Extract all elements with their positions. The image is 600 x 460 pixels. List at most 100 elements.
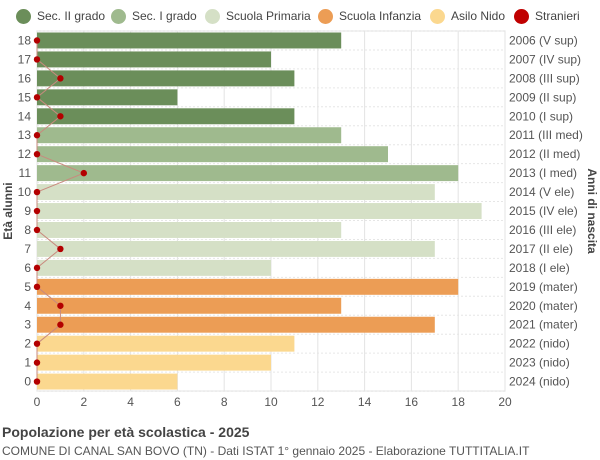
y-tick-label-age: 10 bbox=[18, 185, 32, 199]
y-tick-label-age: 8 bbox=[24, 223, 31, 237]
bar bbox=[37, 297, 342, 314]
y-tick-label-year: 2018 (I ele) bbox=[509, 261, 570, 275]
x-tick-label: 2 bbox=[80, 395, 87, 409]
stranieri-point bbox=[33, 132, 41, 139]
legend-item-scuola-primaria: Scuola Primaria bbox=[205, 6, 311, 26]
legend-swatch bbox=[318, 8, 333, 24]
stranieri-point bbox=[33, 226, 41, 234]
x-tick-label: 14 bbox=[358, 395, 372, 409]
bar bbox=[37, 373, 178, 390]
bar bbox=[37, 278, 459, 295]
legend-item-scuola-infanzia: Scuola Infanzia bbox=[318, 6, 421, 26]
bar bbox=[37, 165, 459, 182]
stranieri-point bbox=[57, 321, 64, 328]
y-tick-label-age: 7 bbox=[24, 242, 31, 256]
legend-swatch bbox=[205, 8, 220, 24]
stranieri-point bbox=[80, 169, 88, 177]
stranieri-point bbox=[33, 37, 41, 44]
stranieri-point bbox=[33, 340, 41, 347]
stranieri-point bbox=[33, 283, 41, 291]
bar bbox=[37, 51, 271, 68]
y-tick-label-year: 2016 (III ele) bbox=[509, 223, 576, 237]
x-tick-label: 6 bbox=[174, 395, 181, 409]
legend-swatch bbox=[430, 8, 445, 24]
stranieri-point bbox=[33, 378, 41, 385]
legend-item-asilo-nido: Asilo Nido bbox=[430, 6, 505, 26]
y-tick-label-year: 2006 (V sup) bbox=[509, 33, 578, 47]
legend-item-sec-ii-grado: Sec. II grado bbox=[16, 6, 105, 26]
y-tick-label-year: 2007 (IV sup) bbox=[509, 52, 581, 66]
y-tick-label-year: 2010 (I sup) bbox=[509, 109, 573, 123]
legend-swatch bbox=[16, 8, 31, 24]
bar bbox=[37, 222, 342, 238]
bar-chart: 0 2 4 6 8 10 12 14 16 18 2018 2006 (V sup)17 2007 (I… bbox=[1, 30, 599, 409]
bar bbox=[37, 32, 342, 49]
stranieri-point bbox=[33, 188, 41, 196]
y-tick-label-age: 9 bbox=[24, 204, 31, 218]
bar bbox=[37, 146, 388, 163]
stranieri-point bbox=[33, 207, 41, 215]
x-tick-label: 16 bbox=[405, 395, 419, 409]
y-tick-label-year: 2021 (mater) bbox=[509, 318, 578, 332]
x-tick-label: 18 bbox=[452, 395, 466, 409]
y-tick-label-age: 11 bbox=[19, 166, 32, 180]
x-tick-label: 8 bbox=[221, 395, 228, 409]
chart-subtitle: COMUNE DI CANAL SAN BOVO (TN) - Dati IST… bbox=[2, 444, 530, 458]
y-tick-label-year: 2009 (II sup) bbox=[509, 90, 576, 104]
y-tick-label-age: 6 bbox=[24, 261, 31, 275]
y-tick-label-year: 2012 (II med) bbox=[509, 147, 580, 161]
y-tick-label-age: 3 bbox=[24, 318, 31, 332]
stranieri-point bbox=[33, 264, 41, 272]
y-tick-label-year: 2019 (mater) bbox=[509, 280, 578, 294]
stranieri-point bbox=[33, 56, 41, 63]
y2-axis-title: Anni di nascita bbox=[585, 168, 599, 254]
stranieri-point bbox=[57, 302, 64, 309]
legend-swatch bbox=[514, 8, 529, 24]
bar bbox=[37, 259, 271, 276]
y-tick-label-age: 4 bbox=[24, 299, 31, 313]
legend-item-stranieri: Stranieri bbox=[514, 6, 580, 26]
y-tick-label-age: 2 bbox=[24, 337, 31, 351]
x-tick-label: 4 bbox=[127, 395, 134, 409]
legend-item-sec-i-grado: Sec. I grado bbox=[111, 6, 197, 26]
y-tick-label-age: 16 bbox=[18, 71, 32, 85]
bar bbox=[37, 70, 295, 87]
y-tick-label-year: 2024 (nido) bbox=[509, 375, 570, 389]
stranieri-point bbox=[57, 75, 64, 82]
legend-label: Asilo Nido bbox=[451, 9, 506, 23]
y-tick-label-year: 2017 (II ele) bbox=[509, 242, 573, 256]
y-tick-label-year: 2014 (V ele) bbox=[509, 185, 574, 199]
bar bbox=[37, 240, 435, 257]
y-tick-label-age: 12 bbox=[18, 147, 32, 161]
y-tick-label-age: 1 bbox=[24, 356, 31, 370]
y-tick-label-age: 15 bbox=[18, 90, 32, 104]
stranieri-point bbox=[57, 113, 64, 120]
bar bbox=[37, 203, 482, 219]
x-tick-label: 10 bbox=[264, 395, 278, 409]
y-tick-label-age: 18 bbox=[18, 33, 32, 47]
chart-legend: Sec. II grado Sec. I grado Scuola Primar… bbox=[0, 6, 600, 26]
bar bbox=[37, 335, 295, 352]
bar bbox=[37, 184, 435, 201]
legend-label: Scuola Infanzia bbox=[339, 9, 422, 23]
bar bbox=[37, 89, 178, 106]
legend-label: Scuola Primaria bbox=[226, 9, 311, 23]
y-tick-label-year: 2011 (III med) bbox=[509, 128, 583, 142]
y-tick-label-year: 2013 (I med) bbox=[509, 166, 577, 180]
y-tick-label-year: 2023 (nido) bbox=[509, 356, 570, 370]
y-tick-label-age: 0 bbox=[24, 375, 31, 389]
y-tick-label-year: 2015 (IV ele) bbox=[509, 204, 578, 218]
legend-label: Sec. I grado bbox=[132, 9, 197, 23]
y-tick-label-age: 5 bbox=[24, 280, 31, 294]
y-axis-title: Età alunni bbox=[1, 182, 15, 239]
legend-swatch bbox=[111, 8, 126, 24]
chart-title: Popolazione per età scolastica - 2025 bbox=[2, 424, 250, 440]
y-tick-label-age: 14 bbox=[18, 109, 32, 123]
bar bbox=[37, 316, 435, 333]
stranieri-point bbox=[57, 245, 64, 253]
x-tick-label: 12 bbox=[311, 395, 325, 409]
y-tick-label-age: 13 bbox=[18, 128, 32, 142]
legend-label: Sec. II grado bbox=[37, 9, 106, 23]
stranieri-point bbox=[33, 94, 41, 101]
y-tick-label-year: 2022 (nido) bbox=[509, 337, 570, 351]
